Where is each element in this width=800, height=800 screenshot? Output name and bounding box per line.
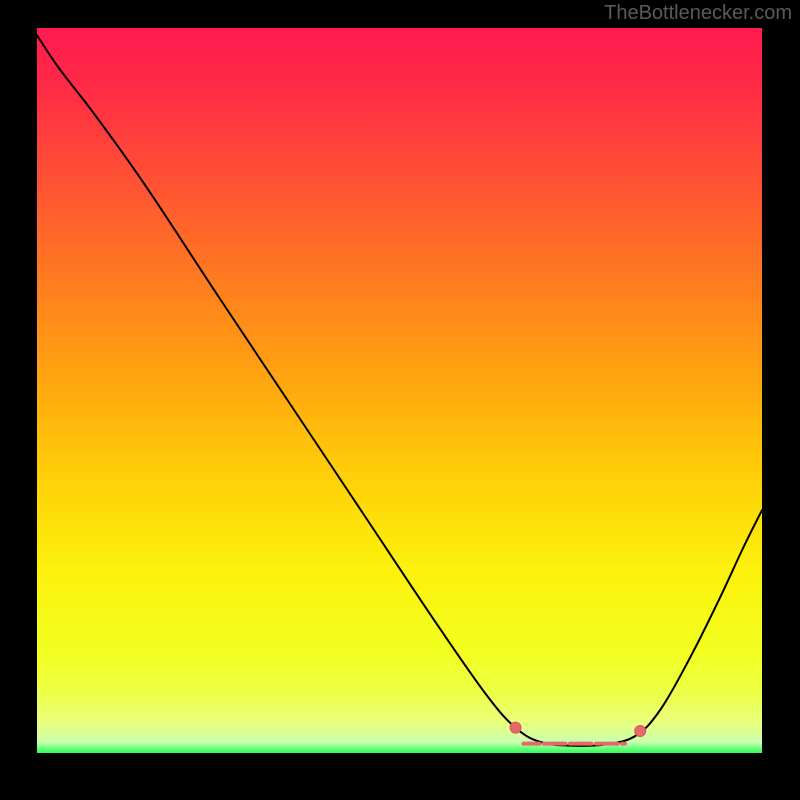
watermark-text: TheBottlenecker.com xyxy=(604,2,792,25)
chart-background xyxy=(37,28,762,753)
optimal-marker xyxy=(635,725,646,736)
chart-svg xyxy=(37,28,762,753)
optimal-marker xyxy=(510,722,521,733)
bottleneck-chart xyxy=(37,28,762,753)
